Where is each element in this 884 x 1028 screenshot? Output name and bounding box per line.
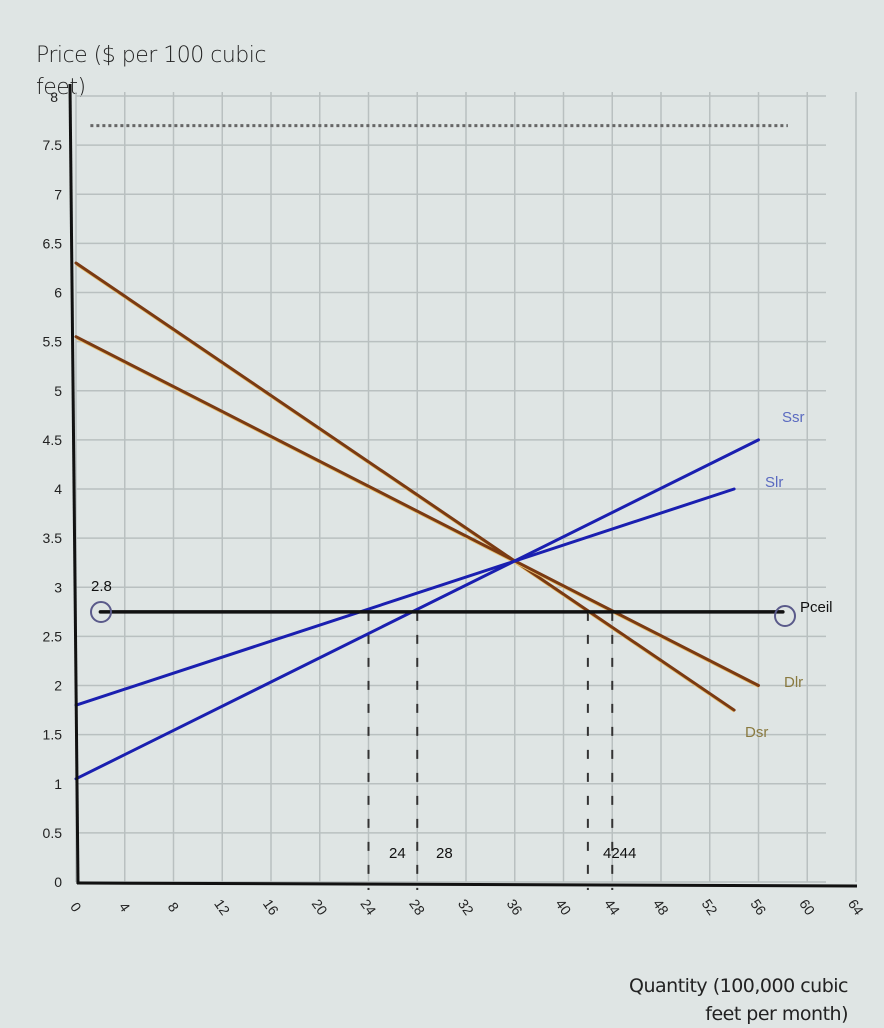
x-tick-label: 20 — [309, 896, 331, 918]
x-axis-title-line2: feet per month) — [705, 1003, 848, 1025]
series-dsr-line — [74, 261, 736, 712]
y-tick-label: 8 — [50, 89, 58, 105]
y-tick-label: 4.5 — [43, 432, 63, 448]
x-tick-label: 28 — [406, 896, 428, 918]
grid-lines — [75, 92, 857, 883]
x-tick-label: 32 — [455, 896, 477, 918]
series-slr-line — [74, 487, 736, 707]
y-tick-label: 6.5 — [43, 235, 63, 251]
y-tick-label: 1.5 — [43, 727, 63, 743]
y-axis — [68, 83, 80, 885]
annotation-price-2-8: 2.8 — [91, 578, 112, 595]
x-tick-label: 56 — [747, 896, 769, 918]
x-tick-label: 40 — [552, 896, 574, 918]
x-tick-label: 36 — [504, 896, 526, 918]
y-axis-title: Price ($ per 100 cubic feet) — [36, 43, 266, 100]
x-tick-label: 0 — [67, 899, 85, 915]
y-tick-label: 3.5 — [43, 530, 63, 546]
x-axis-title-line1: Quantity (100,000 cubic — [629, 975, 848, 997]
series-dlr-line — [74, 335, 760, 687]
y-tick-label: 4 — [54, 481, 62, 497]
x-tick-label: 24 — [357, 896, 379, 918]
y-tick-label: 7 — [54, 186, 62, 202]
x-tick-label: 4 — [116, 899, 134, 915]
y-tick-label: 2 — [54, 678, 62, 694]
label-dlr: Dlr — [784, 674, 803, 691]
series-ssr-line — [74, 438, 760, 781]
label-pceil: Pceil — [800, 599, 833, 616]
annotation-4244: 4244 — [603, 845, 636, 862]
y-tick-label: 5.5 — [43, 334, 63, 350]
reference-lines — [90, 124, 788, 890]
label-slr: Slr — [765, 474, 783, 491]
x-tick-label: 44 — [601, 896, 623, 918]
y-tick-label: 3 — [54, 579, 62, 595]
annotation-28: 28 — [436, 845, 453, 862]
y-tick-label: 2.5 — [43, 628, 63, 644]
label-ssr: Ssr — [782, 409, 805, 426]
y-tick-label: 6 — [54, 285, 62, 301]
y-tick-label: 7.5 — [43, 137, 63, 153]
annotation-24: 24 — [389, 845, 406, 862]
y-tick-label: 0 — [54, 874, 62, 890]
x-tick-label: 48 — [650, 896, 672, 918]
x-axis-title: Quantity (100,000 cubic feet per month) — [612, 972, 848, 1028]
x-axis-ticks: 0 4 8 12 16 20 24 28 32 36 40 44 48 52 56 60 64 — [67, 896, 867, 918]
x-tick-label: 12 — [211, 896, 233, 918]
y-tick-label: 5 — [54, 383, 62, 399]
x-tick-label: 60 — [796, 896, 818, 918]
x-tick-label: 64 — [845, 896, 867, 918]
y-tick-label: 0.5 — [43, 825, 63, 841]
y-tick-label: 1 — [54, 776, 62, 792]
series-lines — [74, 261, 785, 781]
pceil-right-marker — [774, 605, 796, 627]
x-tick-label: 52 — [699, 896, 721, 918]
x-tick-label: 8 — [165, 899, 183, 915]
x-tick-label: 16 — [260, 896, 282, 918]
x-axis — [76, 881, 858, 888]
pceil-left-marker — [90, 601, 112, 623]
y-axis-ticks: 0 0.5 1 1.5 2 2.5 3 3.5 4 4.5 5 5.5 6 6.5 7 7.5 8 — [43, 89, 63, 890]
series-labels: Ssr Slr Pceil Dlr Dsr 2.8 24 28 4244 — [91, 409, 833, 862]
label-dsr: Dsr — [745, 724, 768, 741]
